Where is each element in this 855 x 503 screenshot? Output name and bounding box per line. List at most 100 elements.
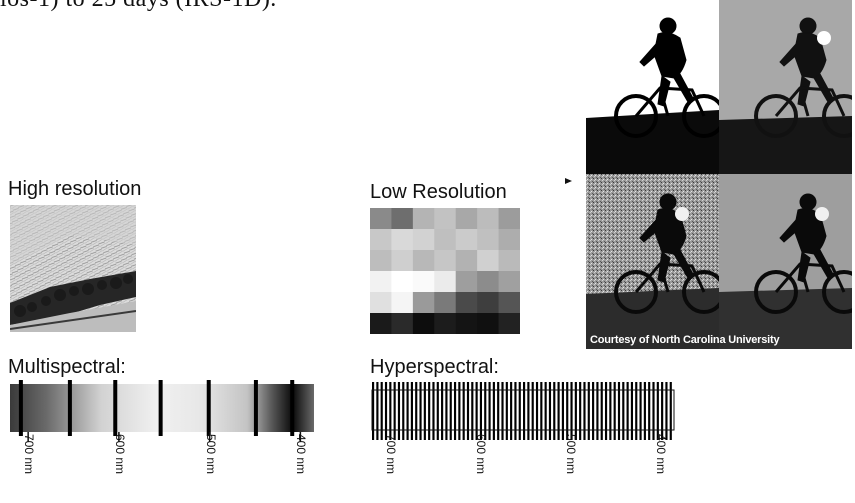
high-resolution-image <box>10 205 136 332</box>
hyperspectral-band-line <box>656 382 659 440</box>
hyperspectral-band-line <box>471 382 474 440</box>
low-res-pixel <box>477 292 500 314</box>
hyperspectral-band-line <box>566 382 569 440</box>
hyperspectral-band-line <box>497 382 500 440</box>
low-res-pixel <box>370 271 392 293</box>
hyperspectral-tick-label: 400 nm <box>654 434 669 475</box>
low-res-pixel <box>455 250 478 272</box>
low-res-pixel <box>391 250 414 272</box>
hyperspectral-band-line <box>583 382 586 440</box>
hyperspectral-band-line <box>419 382 422 440</box>
multispectral-band-line <box>18 380 23 436</box>
hyperspectral-band-line <box>376 382 379 440</box>
hyperspectral-band-line <box>410 382 413 440</box>
hyperspectral-band-line <box>574 382 577 440</box>
hyperspectral-band-line <box>661 382 664 440</box>
hyperspectral-band-line <box>432 382 435 440</box>
multispectral-label: Multispectral: <box>8 356 126 378</box>
multispectral-band-bar <box>10 380 314 442</box>
hyperspectral-band-line <box>604 382 608 440</box>
hyperspectral-band-line <box>488 382 491 440</box>
hyperspectral-band-line <box>570 382 573 440</box>
low-res-pixel <box>498 292 520 314</box>
hyperspectral-band-line <box>630 382 634 440</box>
hyperspectral-band-line <box>393 382 396 440</box>
arrow-marker-icon <box>565 178 572 184</box>
low-res-pixel <box>477 208 500 230</box>
hyperspectral-band-line <box>648 382 651 440</box>
hyperspectral-band-line <box>518 382 521 440</box>
hyperspectral-band-bar <box>371 382 675 440</box>
hyperspectral-band-line <box>415 382 418 440</box>
hyperspectral-band-line <box>652 382 655 440</box>
multispectral-tick-label: 700 nm <box>22 434 37 475</box>
hyperspectral-band-line <box>669 382 672 440</box>
low-res-pixel <box>391 292 414 314</box>
hyperspectral-band-line <box>587 382 590 440</box>
hyperspectral-band-line <box>643 382 646 440</box>
low-res-pixel <box>477 250 500 272</box>
hyperspectral-tick-label: 600 nm <box>474 434 489 475</box>
low-res-pixel <box>391 271 414 293</box>
cyclist-photo-panel <box>586 0 852 349</box>
low-res-pixel <box>434 271 457 293</box>
multispectral-tick-label: 400 nm <box>294 434 309 475</box>
low-res-pixel <box>370 208 392 230</box>
hyperspectral-band-line <box>510 382 513 440</box>
low-res-pixel <box>391 313 414 334</box>
low-res-pixel <box>391 229 414 251</box>
hyperspectral-band-line <box>406 382 409 440</box>
hyperspectral-band-line <box>596 382 599 440</box>
low-res-pixel <box>370 313 392 334</box>
hyperspectral-band-line <box>544 382 547 440</box>
hyperspectral-band-line <box>540 382 543 440</box>
low-res-pixel <box>434 229 457 251</box>
hyperspectral-band-line <box>548 382 552 440</box>
hyperspectral-band-line <box>626 382 629 440</box>
low-res-pixel <box>391 208 414 230</box>
hyperspectral-band-line <box>484 382 487 440</box>
hyperspectral-band-line <box>445 382 448 440</box>
hyperspectral-band-line <box>397 382 401 440</box>
high-resolution-label: High resolution <box>8 178 142 200</box>
low-res-pixel <box>370 250 392 272</box>
low-res-pixel <box>412 271 435 293</box>
hyperspectral-band-line <box>475 382 478 440</box>
low-res-pixel <box>434 313 457 334</box>
hyperspectral-band-line <box>557 382 560 440</box>
hyperspectral-band-line <box>492 382 495 440</box>
low-res-pixel <box>412 250 435 272</box>
low-res-pixel <box>370 229 392 251</box>
hyperspectral-band-line <box>449 382 452 440</box>
multispectral-band-line <box>158 380 163 436</box>
hyperspectral-band-line <box>553 382 556 440</box>
hyperspectral-band-line <box>622 382 625 440</box>
hyperspectral-band-line <box>579 382 582 440</box>
hyperspectral-band-line <box>501 382 504 440</box>
multispectral-band-line <box>253 380 258 436</box>
low-res-pixel <box>455 208 478 230</box>
hyperspectral-tick-label: 700 nm <box>384 434 399 475</box>
hyperspectral-band-line <box>384 382 388 440</box>
hyperspectral-band-line <box>514 382 517 440</box>
low-res-pixel <box>434 250 457 272</box>
hyperspectral-tick-label: 500 nm <box>564 434 579 475</box>
hyperspectral-band-line <box>523 382 526 440</box>
hyperspectral-band-line <box>531 382 534 440</box>
multispectral-band-line <box>290 380 295 436</box>
low-res-pixel <box>412 292 435 314</box>
low-res-pixel <box>455 313 478 334</box>
hyperspectral-band-line <box>505 382 508 440</box>
hyperspectral-band-line <box>372 382 375 440</box>
multispectral-band-line <box>67 380 72 436</box>
multispectral-band-line <box>206 380 211 436</box>
hyperspectral-band-line <box>428 382 431 440</box>
hyperspectral-band-line <box>462 382 465 440</box>
multispectral-band-line <box>113 380 118 436</box>
hyperspectral-band-line <box>402 382 405 440</box>
low-res-pixel <box>412 313 435 334</box>
low-res-pixel <box>498 250 520 272</box>
low-res-pixel <box>412 208 435 230</box>
hyperspectral-band-line <box>561 382 564 440</box>
hyperspectral-band-line <box>527 382 530 440</box>
